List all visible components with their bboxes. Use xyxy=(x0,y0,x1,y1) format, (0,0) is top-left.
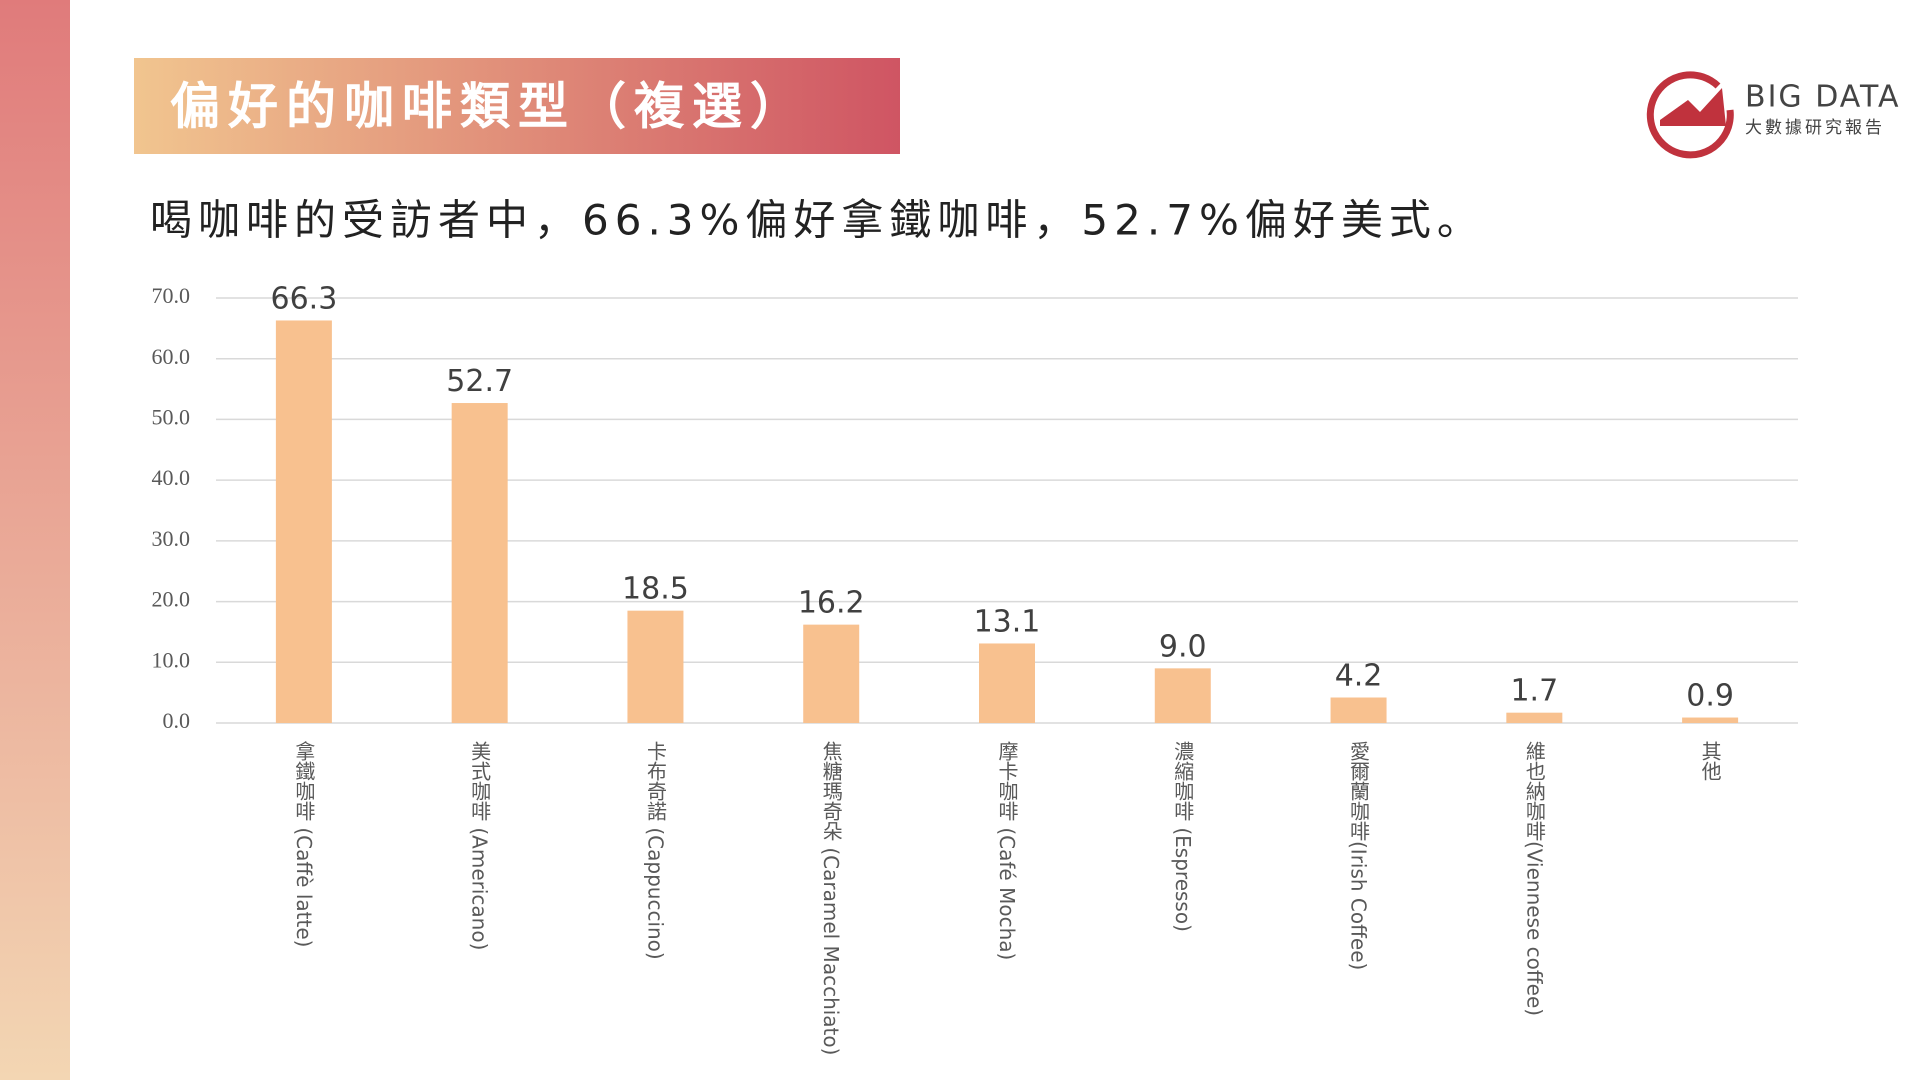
bar xyxy=(1506,712,1563,723)
logo-chart xyxy=(1660,88,1726,126)
bar xyxy=(275,320,332,723)
value-label: 13.1 xyxy=(974,604,1041,639)
value-label: 66.3 xyxy=(270,281,337,316)
x-tick-label: 愛爾蘭咖啡(Irish Coffee) xyxy=(1347,741,1371,971)
bar xyxy=(1154,668,1211,723)
side-strip xyxy=(0,0,70,1080)
bar xyxy=(1682,717,1739,723)
bar xyxy=(803,624,860,723)
y-tick-label: 30.0 xyxy=(152,526,191,551)
title-banner xyxy=(134,58,900,154)
x-tick-label: 美式咖啡 (Americano) xyxy=(468,741,492,951)
logo: BIG DATA 大數據研究報告 xyxy=(1646,71,1901,159)
y-tick-label: 20.0 xyxy=(152,587,191,612)
value-label: 52.7 xyxy=(446,364,513,399)
value-label: 0.9 xyxy=(1686,679,1734,714)
logo-ring xyxy=(1646,71,1734,159)
value-label: 16.2 xyxy=(798,586,865,621)
bar xyxy=(1330,697,1387,723)
x-tick-label: 焦糖瑪奇朵 (Caramel Macchiato) xyxy=(819,741,843,1056)
title: 偏好的咖啡類型（複選） xyxy=(170,78,808,136)
bar xyxy=(451,403,508,723)
y-tick-label: 40.0 xyxy=(152,465,191,490)
value-label: 4.2 xyxy=(1335,659,1383,694)
y-tick-label: 70.0 xyxy=(152,283,191,308)
x-tick-label: 摩卡咖啡 (Café Mocha) xyxy=(995,741,1019,961)
x-tick-label: 拿鐵咖啡 (Caffè latte) xyxy=(292,740,316,948)
x-tick-label: 卡布奇諾 (Cappuccino) xyxy=(643,741,667,960)
value-label: 9.0 xyxy=(1159,629,1207,664)
y-tick-label: 60.0 xyxy=(152,344,191,369)
value-label: 18.5 xyxy=(622,572,689,607)
y-tick-label: 0.0 xyxy=(163,708,191,733)
value-label: 1.7 xyxy=(1510,674,1558,709)
bar xyxy=(979,643,1035,723)
subtitle: 喝咖啡的受訪者中，66.3%偏好拿鐵咖啡，52.7%偏好美式。 xyxy=(150,196,1485,245)
x-tick-label: 維也納咖啡(Viennese coffee) xyxy=(1522,741,1546,1016)
x-tick-label: 其他 xyxy=(1698,741,1722,781)
bar xyxy=(627,610,684,723)
logo-tagline: 大數據研究報告 xyxy=(1745,118,1885,138)
y-tick-label: 50.0 xyxy=(152,404,191,429)
logo-name: BIG DATA xyxy=(1745,80,1901,115)
y-tick-label: 10.0 xyxy=(152,647,191,672)
x-tick-label: 濃縮咖啡 (Espresso) xyxy=(1171,741,1195,932)
